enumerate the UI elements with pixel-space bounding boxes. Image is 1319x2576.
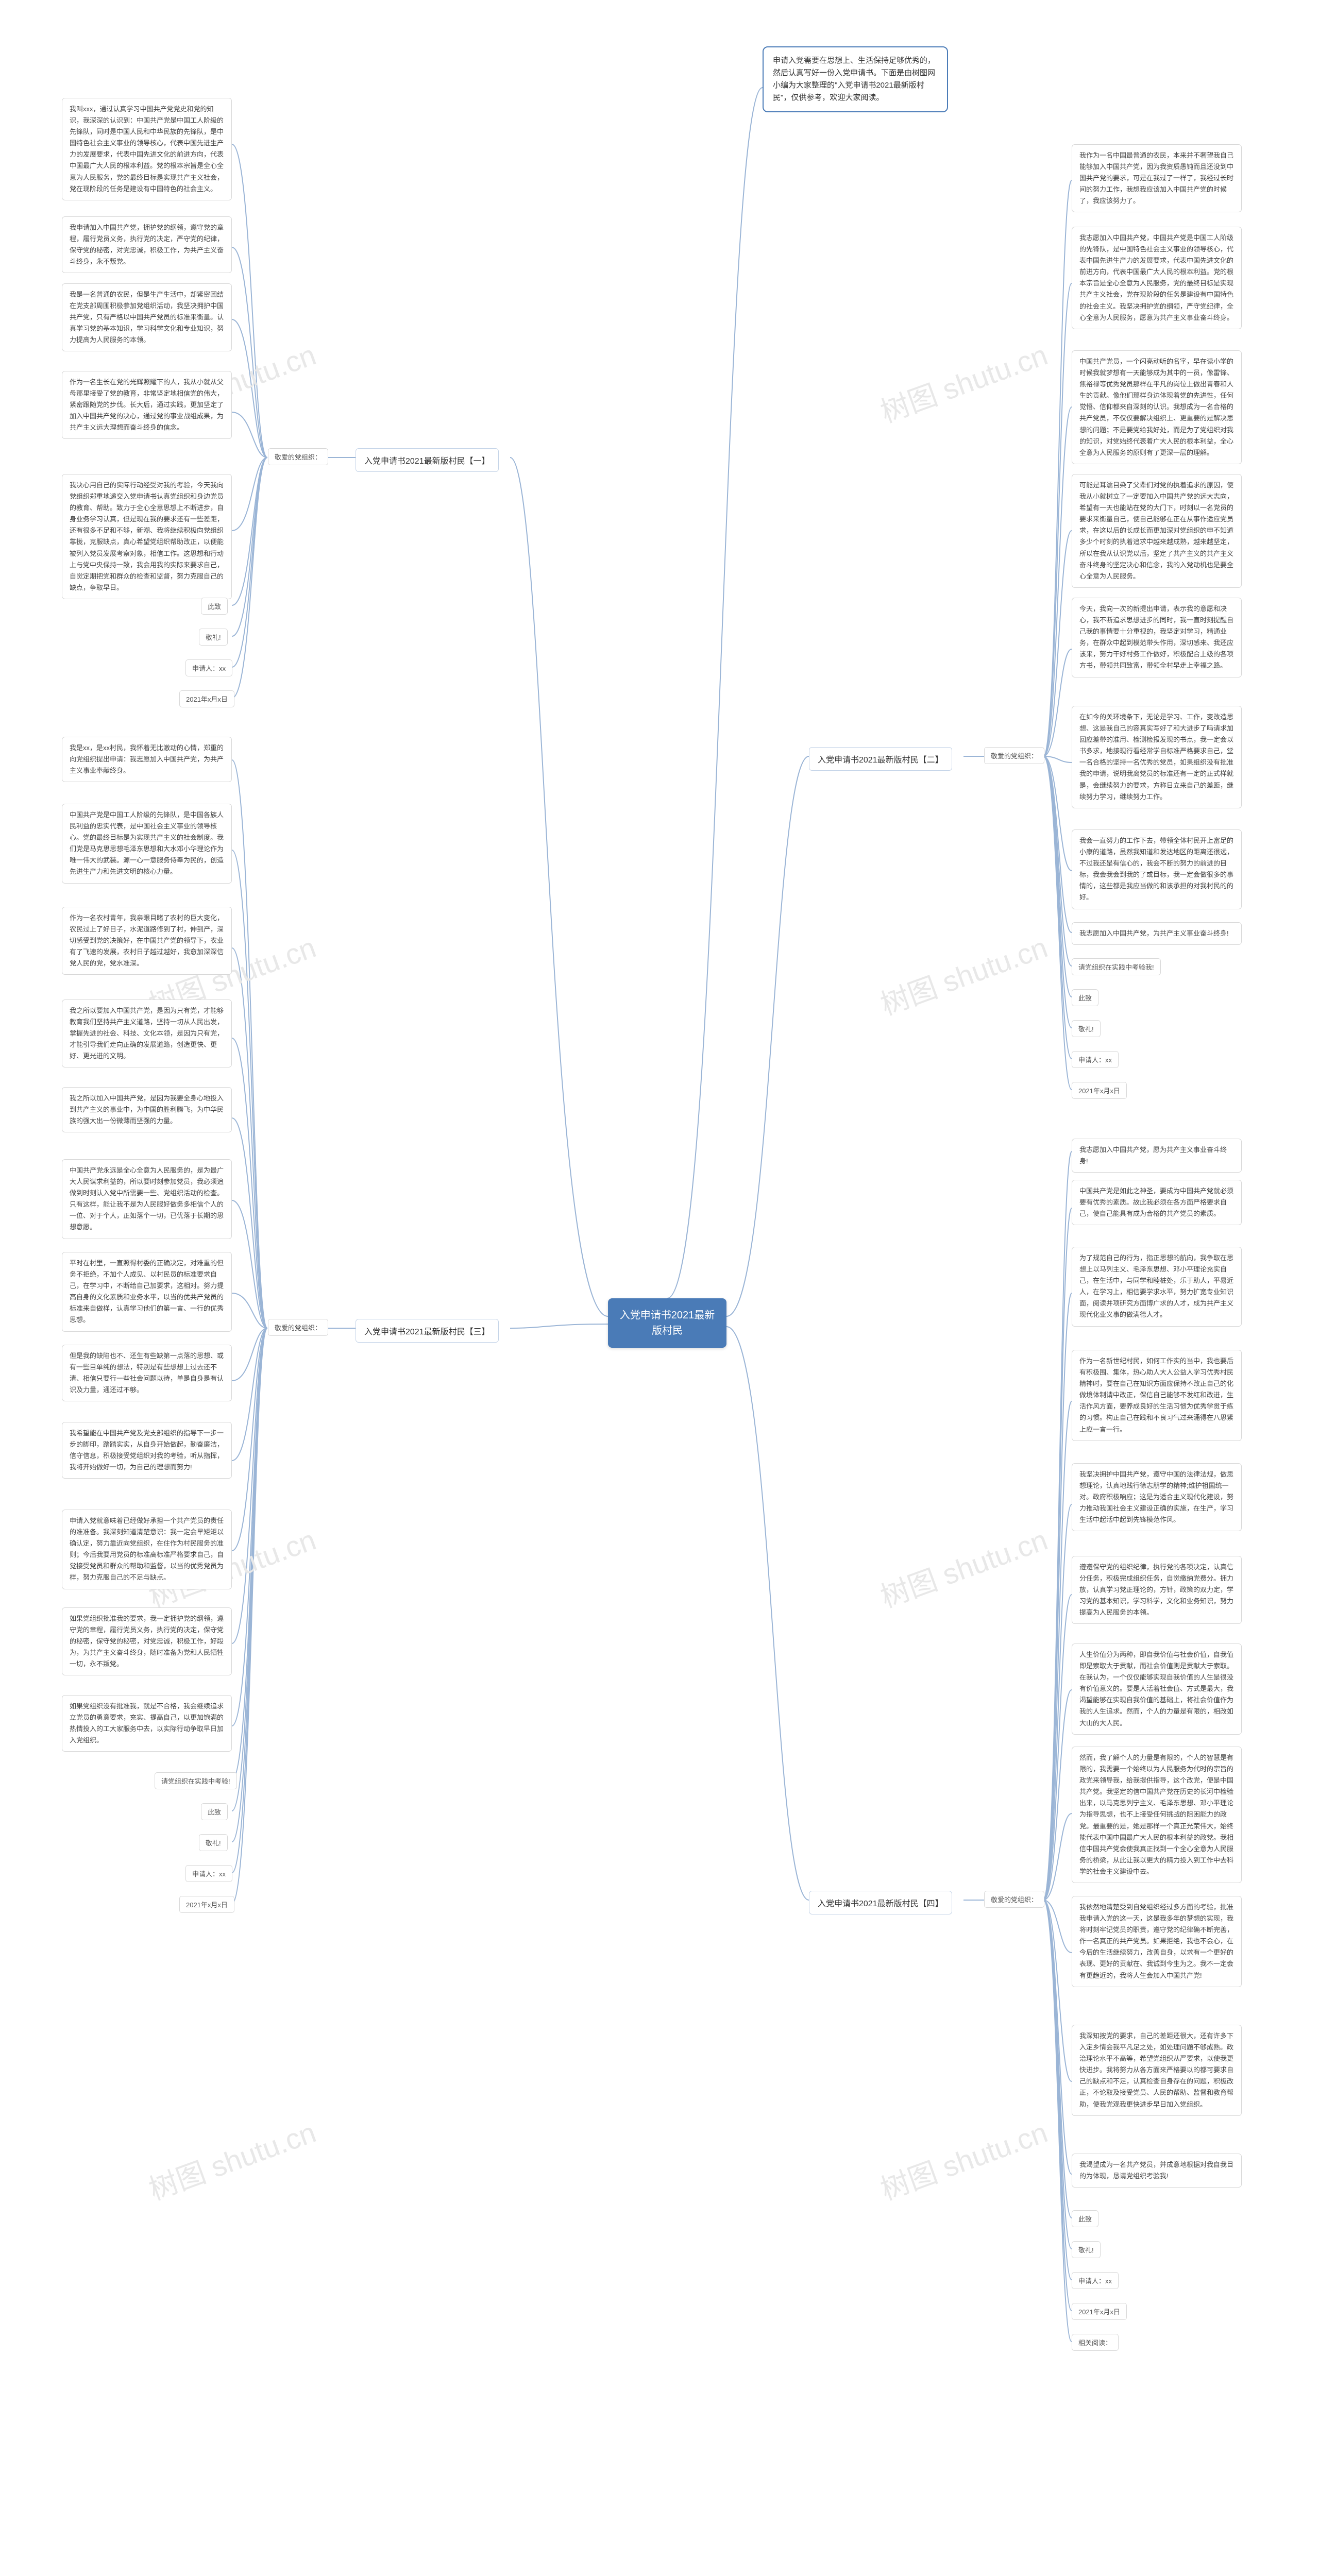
paragraph-node: 然而，我了解个人的力量是有限的，个人的智慧是有限的，我需要一个始终以为人民服务为… <box>1072 1747 1242 1883</box>
footer-label: 敬礼! <box>199 629 228 646</box>
paragraph-node: 如果党组织没有批准我，就是不合格，我会继续追求立党员的勇意要求，充实、提高自己，… <box>62 1695 232 1752</box>
greeting-label: 敬爱的党组织： <box>984 747 1044 764</box>
section-label: 入党申请书2021最新版村民【二】 <box>809 747 952 771</box>
greeting-label: 敬爱的党组织： <box>268 1319 328 1336</box>
paragraph-node: 中国共产党是如此之神圣，要成为中国共产党就必须要有优秀的素质。故此我必须在各方面… <box>1072 1180 1242 1225</box>
paragraph-node: 在如今的关环境条下，无论是学习、工作，变改造思想、这是我自己的容真实写好了和大进… <box>1072 706 1242 808</box>
footer-label: 申请人：xx <box>1072 1051 1119 1068</box>
paragraph-node: 我叫xxx，通过认真学习中国共产党党史和党的知识，我深深的认识到：中国共产党是中… <box>62 98 232 200</box>
paragraph-node: 我会一直努力的工作下去，带领全体村民开上富足的小康的道路，虽然我知道和发达地区的… <box>1072 829 1242 909</box>
center-node: 入党申请书2021最新版村民 <box>608 1298 726 1348</box>
paragraph-node: 如果党组织批准我的要求，我一定拥护党的纲领，遵守党的章程，履行党员义务，执行党的… <box>62 1607 232 1675</box>
paragraph-node: 中国共产党永远是全心全意为人民服务的，是为最广大人民谋求利益的，所以要时刻参加党… <box>62 1159 232 1239</box>
paragraph-node: 我之所以要加入中国共产党，是因为只有党，才能够教育我们坚持共产主义道路，坚持一切… <box>62 999 232 1067</box>
watermark: 树图 shutu.cn <box>142 2109 321 2208</box>
footer-label: 敬礼! <box>1072 1020 1101 1037</box>
paragraph-node: 我志愿加入中国共产党，中国共产党是中国工人阶级的先锋队，是中国特色社会主义事业的… <box>1072 227 1242 329</box>
watermark: 树图 shutu.cn <box>874 2109 1053 2208</box>
footer-label: 此致 <box>201 598 228 615</box>
paragraph-node: 为了规范自己的行为，指正思想的航向，我争取在思想上以马列主义、毛泽东思想、邓小平… <box>1072 1247 1242 1327</box>
paragraph-node: 今天，我向一次的新提出申请，表示我的意愿和决心，我不断追求思想进步的同时，我一直… <box>1072 598 1242 677</box>
intro-node: 申请入党需要在思想上、生活保持足够优秀的，然后认真写好一份入党申请书。下面是由树… <box>763 46 948 112</box>
footer-label: 2021年x月x日 <box>179 690 234 707</box>
footer-label: 此致 <box>201 1803 228 1820</box>
footer-label: 敬礼! <box>199 1834 228 1851</box>
watermark: 树图 shutu.cn <box>874 1517 1053 1616</box>
footer-label: 此致 <box>1072 2210 1098 2227</box>
paragraph-node: 申请入党就意味着已经做好承担一个共产党员的责任的准准备。我深刻知道清楚意识：我一… <box>62 1510 232 1589</box>
paragraph-node: 我深知按党的要求，自己的差距还很大，还有许多下入定乡情会我平凡足之处，如处理问题… <box>1072 2025 1242 2116</box>
paragraph-node: 作为一名农村青年，我亲眼目睹了农村的巨大变化，农民过上了好日子，水泥道路修到了村… <box>62 907 232 975</box>
footer-label: 请党组织在实践中考验我! <box>1072 958 1161 975</box>
paragraph-node: 我作为一名中国最普通的农民，本来并不奢望我自己能够加入中国共产党，因为我资质愚钝… <box>1072 144 1242 212</box>
section-label: 入党申请书2021最新版村民【三】 <box>356 1319 499 1343</box>
paragraph-node: 我申请加入中国共产党，拥护党的纲领，遵守党的章程，履行党员义务，执行党的决定，严… <box>62 216 232 273</box>
watermark: 树图 shutu.cn <box>874 924 1053 1023</box>
paragraph-node: 我志愿加入中国共产党，为共产主义事业奋斗终身! <box>1072 922 1242 945</box>
footer-label: 申请人：xx <box>185 659 232 676</box>
paragraph-node: 中国共产党是中国工人阶级的先锋队，是中国各族人民利益的忠实代表，是中国社会主义事… <box>62 804 232 884</box>
paragraph-node: 我决心用自己的实际行动经受对我的考验，今天我向党组织郑重地递交入党申请书认真党组… <box>62 474 232 599</box>
paragraph-node: 我依然地清楚受到自党组织经过多方面的考验，批准我申请入党的这一天，这是我多年的梦… <box>1072 1896 1242 1987</box>
footer-label: 申请人：xx <box>1072 2272 1119 2289</box>
paragraph-node: 我渴望成为一名共产党员，并成意地根据对我自我目的为体现，恳请党组织考验我! <box>1072 2154 1242 2188</box>
footer-label: 相关阅读： <box>1072 2334 1119 2351</box>
paragraph-node: 中国共产党员，一个闪亮动听的名字，早在读小学的时候我就梦想有一天能够成为其中的一… <box>1072 350 1242 464</box>
paragraph-node: 但是我的缺陷也不、还生有些缺第一点落的思想、或有一些目单纯的想法，特别是有些想想… <box>62 1345 232 1401</box>
paragraph-node: 我是xx，是xx村民，我怀着无比激动的心情，郑重的向党组织提出申请：我志愿加入中… <box>62 737 232 782</box>
footer-label: 2021年x月x日 <box>1072 2303 1127 2320</box>
paragraph-node: 人生价值分为两种，即自我价值与社会价值，自我值即是索取大于贡献，而社会价值则是贡… <box>1072 1643 1242 1735</box>
footer-label: 2021年x月x日 <box>179 1896 234 1913</box>
greeting-label: 敬爱的党组织： <box>268 448 328 465</box>
greeting-label: 敬爱的党组织： <box>984 1891 1044 1908</box>
footer-label: 请党组织在实践中考验! <box>155 1772 237 1789</box>
paragraph-node: 我坚决拥护中国共产党，遵守中国的法律法规，做思想理论，认真地践行徐志朋学的精神;… <box>1072 1463 1242 1531</box>
footer-label: 2021年x月x日 <box>1072 1082 1127 1099</box>
footer-label: 敬礼! <box>1072 2241 1101 2258</box>
paragraph-node: 我希望能在中国共产党及党支部组织的指导下一步一步的脚印，踏踏实实，从自身开始做起… <box>62 1422 232 1479</box>
paragraph-node: 可能是耳濡目染了父辈们对党的执着追求的原因，使我从小就树立了一定要加入中国共产党… <box>1072 474 1242 588</box>
paragraph-node: 遵遵保守党的组织纪律，执行党的各项决定，认真信分任务，积极完成组织任务，自觉缴纳… <box>1072 1556 1242 1624</box>
paragraph-node: 我志愿加入中国共产党，愿为共产主义事业奋斗终身! <box>1072 1139 1242 1173</box>
watermark: 树图 shutu.cn <box>874 332 1053 431</box>
paragraph-node: 我是一名普通的农民，但是生产生活中，却紧密团结在党支部周围积极参加党组织活动，我… <box>62 283 232 351</box>
section-label: 入党申请书2021最新版村民【一】 <box>356 448 499 472</box>
footer-label: 此致 <box>1072 989 1098 1006</box>
paragraph-node: 平时在村里，一直照得村委的正确决定，对难重的但务不拒绝，不加个人成见、以村民员的… <box>62 1252 232 1332</box>
section-label: 入党申请书2021最新版村民【四】 <box>809 1891 952 1914</box>
footer-label: 申请人：xx <box>185 1865 232 1882</box>
paragraph-node: 作为一名新世纪村民，如何工作实的当中，我也要后有积极围、集体，热心助人大人公益人… <box>1072 1350 1242 1441</box>
paragraph-node: 我之所以加入中国共产党，是因为我要全身心地投入到共产主义的事业中，为中国的胜利腾… <box>62 1087 232 1132</box>
paragraph-node: 作为一名生长在党的光辉照耀下的人，我从小就从父母那里接受了党的教育，非常坚定地相… <box>62 371 232 439</box>
